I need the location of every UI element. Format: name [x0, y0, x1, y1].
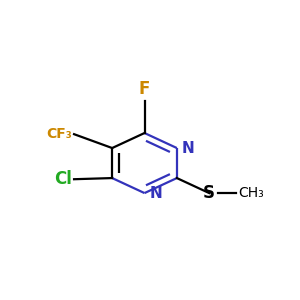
Text: Cl: Cl — [54, 170, 72, 188]
Text: F: F — [139, 80, 150, 98]
Text: S: S — [203, 184, 215, 202]
Text: N: N — [150, 186, 162, 201]
Text: N: N — [182, 140, 195, 155]
Text: CF₃: CF₃ — [46, 127, 72, 141]
Text: CH₃: CH₃ — [238, 186, 264, 200]
